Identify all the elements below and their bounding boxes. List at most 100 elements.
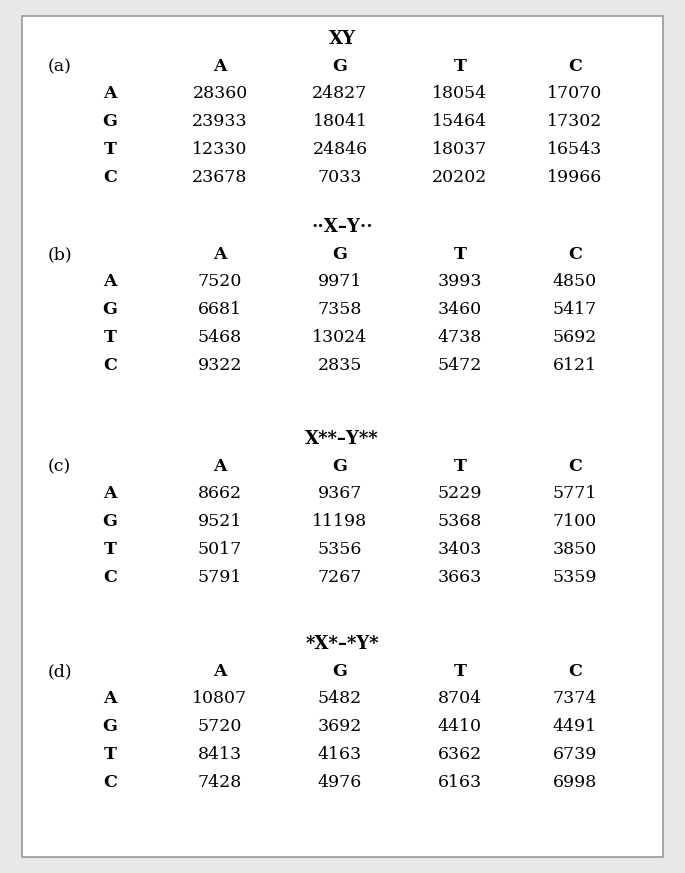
Text: 23933: 23933 <box>192 113 248 130</box>
Text: 4163: 4163 <box>318 746 362 763</box>
Text: 7374: 7374 <box>553 690 597 707</box>
Text: 10807: 10807 <box>192 690 247 707</box>
Text: XY: XY <box>329 30 356 48</box>
Text: A: A <box>213 58 227 75</box>
Text: 6362: 6362 <box>438 746 482 763</box>
Text: G: G <box>103 113 117 130</box>
Text: 5229: 5229 <box>438 485 482 502</box>
Text: A: A <box>103 690 116 707</box>
Text: T: T <box>103 329 116 346</box>
Text: T: T <box>453 58 466 75</box>
Text: 9367: 9367 <box>318 485 362 502</box>
Text: 6681: 6681 <box>198 301 242 318</box>
Text: T: T <box>453 246 466 263</box>
Text: 8704: 8704 <box>438 690 482 707</box>
Text: (c): (c) <box>48 458 71 475</box>
Text: 7100: 7100 <box>553 513 597 530</box>
Text: 5368: 5368 <box>438 513 482 530</box>
Text: 4738: 4738 <box>438 329 482 346</box>
Text: C: C <box>568 58 582 75</box>
Text: 5771: 5771 <box>553 485 597 502</box>
Text: 24846: 24846 <box>312 141 368 158</box>
Text: 7520: 7520 <box>198 273 242 290</box>
Text: 18041: 18041 <box>312 113 367 130</box>
Text: (a): (a) <box>48 58 72 75</box>
Text: C: C <box>103 169 117 186</box>
Text: A: A <box>103 273 116 290</box>
Text: C: C <box>103 569 117 586</box>
Text: 5482: 5482 <box>318 690 362 707</box>
Text: 8662: 8662 <box>198 485 242 502</box>
Text: A: A <box>213 663 227 680</box>
Text: 9521: 9521 <box>198 513 242 530</box>
Text: 5791: 5791 <box>198 569 242 586</box>
Text: G: G <box>103 513 117 530</box>
Text: 2835: 2835 <box>318 357 362 374</box>
Text: *X*–*Y*: *X*–*Y* <box>306 635 379 653</box>
Text: 20202: 20202 <box>432 169 488 186</box>
Text: 7267: 7267 <box>318 569 362 586</box>
Text: G: G <box>332 58 347 75</box>
Text: 7358: 7358 <box>318 301 362 318</box>
Text: 11198: 11198 <box>312 513 368 530</box>
Text: G: G <box>332 663 347 680</box>
Text: ··X–Y··: ··X–Y·· <box>311 218 373 236</box>
Text: 5017: 5017 <box>198 541 242 558</box>
Text: T: T <box>103 141 116 158</box>
Text: 18054: 18054 <box>432 85 488 102</box>
Text: 6163: 6163 <box>438 774 482 791</box>
Text: 7033: 7033 <box>318 169 362 186</box>
Text: 3663: 3663 <box>438 569 482 586</box>
Text: A: A <box>103 85 116 102</box>
Text: C: C <box>568 246 582 263</box>
Text: 13024: 13024 <box>312 329 368 346</box>
Text: 19966: 19966 <box>547 169 603 186</box>
Text: 24827: 24827 <box>312 85 368 102</box>
Text: T: T <box>453 458 466 475</box>
Text: A: A <box>213 246 227 263</box>
Text: 5359: 5359 <box>553 569 597 586</box>
Text: 5692: 5692 <box>553 329 597 346</box>
Text: C: C <box>103 774 117 791</box>
Text: 6739: 6739 <box>553 746 597 763</box>
Text: 15464: 15464 <box>432 113 488 130</box>
Text: 28360: 28360 <box>192 85 247 102</box>
Text: 4850: 4850 <box>553 273 597 290</box>
Text: 17302: 17302 <box>547 113 603 130</box>
FancyBboxPatch shape <box>22 16 663 857</box>
Text: 12330: 12330 <box>192 141 248 158</box>
Text: 18037: 18037 <box>432 141 488 158</box>
Text: C: C <box>103 357 117 374</box>
Text: G: G <box>103 718 117 735</box>
Text: 5417: 5417 <box>553 301 597 318</box>
Text: 5356: 5356 <box>318 541 362 558</box>
Text: C: C <box>568 663 582 680</box>
Text: T: T <box>103 746 116 763</box>
Text: 5720: 5720 <box>198 718 242 735</box>
Text: A: A <box>213 458 227 475</box>
Text: C: C <box>568 458 582 475</box>
Text: 4410: 4410 <box>438 718 482 735</box>
Text: 5468: 5468 <box>198 329 242 346</box>
Text: X**–Y**: X**–Y** <box>306 430 379 448</box>
Text: 23678: 23678 <box>192 169 248 186</box>
Text: 3460: 3460 <box>438 301 482 318</box>
Text: 3850: 3850 <box>553 541 597 558</box>
Text: (b): (b) <box>48 246 73 263</box>
Text: 16543: 16543 <box>547 141 603 158</box>
Text: 5472: 5472 <box>438 357 482 374</box>
Text: 9971: 9971 <box>318 273 362 290</box>
Text: G: G <box>332 458 347 475</box>
Text: (d): (d) <box>48 663 73 680</box>
Text: 9322: 9322 <box>198 357 242 374</box>
Text: 3993: 3993 <box>438 273 482 290</box>
Text: 6998: 6998 <box>553 774 597 791</box>
Text: G: G <box>103 301 117 318</box>
Text: T: T <box>103 541 116 558</box>
Text: 3403: 3403 <box>438 541 482 558</box>
Text: G: G <box>332 246 347 263</box>
Text: T: T <box>453 663 466 680</box>
Text: 3692: 3692 <box>318 718 362 735</box>
Text: A: A <box>103 485 116 502</box>
Text: 17070: 17070 <box>547 85 603 102</box>
